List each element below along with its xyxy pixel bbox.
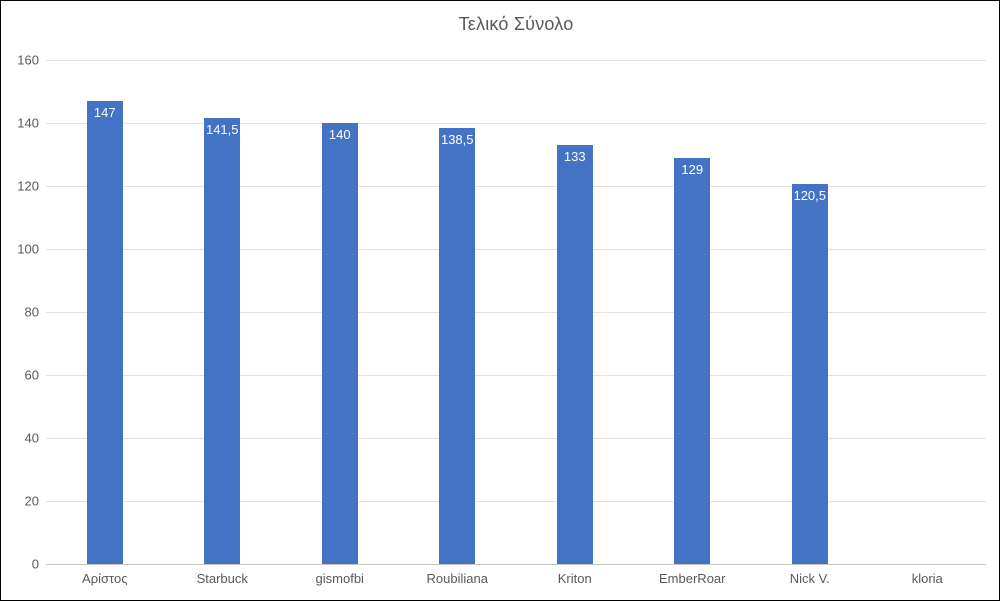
gridline <box>46 312 986 313</box>
x-tick-label: gismofbi <box>315 571 364 586</box>
bar: 120,5 <box>791 184 828 564</box>
x-axis: Αρίστος Starbuck gismofbi Roubiliana Kriton E… <box>46 571 986 586</box>
gridline <box>46 501 986 502</box>
bar: 138,5 <box>439 127 476 564</box>
x-tick-label: Starbuck <box>196 571 248 586</box>
y-tick-label: 160 <box>17 52 39 68</box>
bar-value-label: 140 <box>328 127 351 142</box>
category-slot: 138,5 <box>399 60 517 564</box>
bar-value-label: 133 <box>563 149 586 165</box>
x-tick-label: EmberRoar <box>659 571 726 586</box>
x-tick-label: Αρίστος <box>82 571 128 586</box>
y-tick-label: 20 <box>24 493 39 509</box>
gridline <box>46 123 986 124</box>
y-tick-label: 140 <box>17 115 39 131</box>
bar: 133 <box>556 145 593 564</box>
category-slot: 141,5 <box>164 60 282 564</box>
y-tick-label: 0 <box>31 556 39 572</box>
gridline <box>46 438 986 439</box>
gridline <box>46 249 986 250</box>
bar-value-label: 147 <box>93 104 116 120</box>
bars-layer: 147 141,5 140 138,5 133 129 120,5 <box>46 60 986 564</box>
x-tick-label: kloria <box>911 571 943 586</box>
gridline <box>46 375 986 376</box>
y-tick-label: 100 <box>17 241 39 257</box>
bar-value-label: 129 <box>681 161 704 177</box>
x-tick-label: Nick V. <box>789 571 830 586</box>
gridline <box>46 60 986 61</box>
bar: 129 <box>674 157 711 564</box>
chart-title: Τελικό Σύνολο <box>458 14 574 34</box>
x-tick-label: Roubiliana <box>426 571 488 586</box>
bar-value-label: 141,5 <box>205 122 239 138</box>
y-tick-label: 60 <box>24 367 39 383</box>
category-slot <box>869 60 987 564</box>
category-slot: 140 <box>281 60 399 564</box>
y-tick-label: 80 <box>24 304 39 320</box>
plot-area: 147 141,5 140 138,5 133 129 120,5 <box>46 60 986 565</box>
y-axis: 0 20 40 60 80 100 120 140 160 <box>1 53 39 572</box>
category-slot: 133 <box>516 60 634 564</box>
category-slot: 129 <box>634 60 752 564</box>
gridline <box>46 186 986 187</box>
bar-value-label: 120,5 <box>793 188 827 204</box>
category-slot: 147 <box>46 60 164 564</box>
bar: 147 <box>86 100 123 564</box>
y-tick-label: 40 <box>24 430 39 446</box>
y-tick-label: 120 <box>17 178 39 194</box>
category-slot: 120,5 <box>751 60 869 564</box>
bar-value-label: 138,5 <box>440 131 474 147</box>
x-axis-line <box>46 564 986 565</box>
bar: 140 <box>321 123 358 564</box>
bar: 141,5 <box>204 118 241 564</box>
x-tick-label: Kriton <box>557 571 592 586</box>
